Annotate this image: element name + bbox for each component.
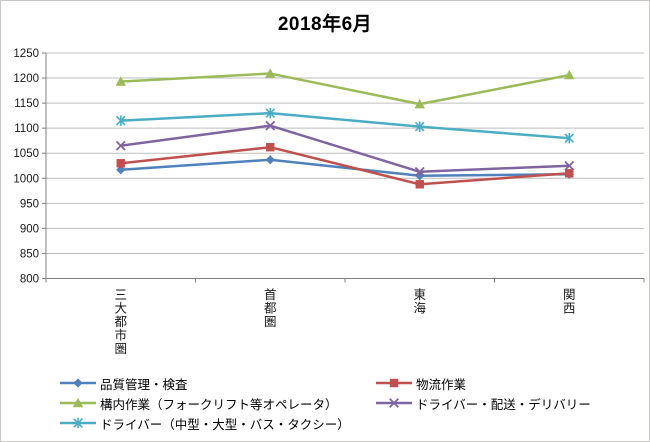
legend-marker — [73, 417, 83, 429]
legend-key-diamond-icon — [60, 378, 96, 388]
data-point-s4-c0 — [115, 115, 126, 126]
chart-legend: 品質管理・検査 物流作業 構内作業（フォークリフト等オペレータ） ドライバー・配… — [59, 373, 643, 433]
y-axis-label: 800 — [20, 274, 39, 286]
y-axis-label: 850 — [20, 248, 39, 260]
legend-key-asterisk-icon — [60, 417, 96, 429]
legend-key-triangle-icon — [60, 397, 96, 408]
legend-item-2[interactable]: 構内作業（フォークリフト等オペレータ） — [59, 394, 375, 413]
data-point-s4-c3 — [564, 132, 575, 144]
y-axis-label: 1150 — [14, 98, 39, 110]
series-line-2 — [120, 72, 570, 106]
data-point-s1-c1 — [266, 143, 275, 152]
series-line-1 — [120, 145, 570, 186]
data-point-s3-c3 — [564, 160, 575, 171]
data-point-s3-c0 — [115, 140, 126, 151]
legend-item-0[interactable]: 品質管理・検査 — [59, 374, 375, 393]
data-point-s3-c2 — [414, 166, 425, 177]
y-axis-label: 900 — [20, 223, 39, 235]
legend-key-square-icon — [376, 378, 412, 388]
series-line-4 — [120, 111, 570, 140]
y-axis-label: 1200 — [13, 73, 39, 85]
y-axis-label: 1250 — [13, 48, 39, 60]
legend-label: ドライバー（中型・大型・バス・タクシー） — [100, 417, 350, 432]
legend-item-1[interactable]: 物流作業 — [375, 374, 643, 393]
legend-marker — [72, 397, 84, 408]
data-point-s2-c1 — [265, 68, 276, 78]
data-point-s3-c1 — [265, 120, 276, 131]
data-point-s4-c1 — [265, 107, 276, 119]
data-point-s0-c1 — [265, 155, 275, 165]
legend-marker — [73, 378, 83, 388]
x-axis-category-label: 三大都市圏 — [114, 288, 127, 356]
legend-marker — [389, 398, 399, 408]
y-axis-label: 1050 — [13, 148, 39, 160]
y-axis-label: 1000 — [13, 173, 39, 185]
chart-title: 2018年6月 — [277, 14, 373, 35]
legend-item-4[interactable]: ドライバー（中型・大型・バス・タクシー） — [59, 414, 375, 433]
data-point-s0-c0 — [116, 165, 126, 175]
y-axis-label: 1100 — [14, 123, 39, 135]
data-point-s4-c2 — [414, 121, 425, 132]
data-point-s2-c3 — [564, 69, 575, 80]
series-line-3 — [120, 124, 570, 174]
legend-label: ドライバー・配送・デリバリー — [416, 397, 591, 412]
legend-item-3[interactable]: ドライバー・配送・デリバリー — [375, 394, 643, 413]
data-point-s1-c0 — [116, 159, 125, 168]
x-axis-category-label: 首都圏 — [264, 288, 277, 329]
legend-marker — [389, 378, 399, 388]
y-axis-label: 950 — [20, 198, 39, 210]
data-point-s1-c2 — [415, 180, 424, 189]
legend-label: 構内作業（フォークリフト等オペレータ） — [100, 397, 338, 412]
legend-key-x-icon — [376, 398, 412, 408]
legend-label: 物流作業 — [416, 377, 467, 392]
x-axis-category-label: 関西 — [563, 288, 576, 316]
data-point-s2-c2 — [414, 98, 425, 109]
data-point-s1-c3 — [565, 169, 574, 178]
x-axis-category-label: 東海 — [413, 288, 426, 316]
legend-label: 品質管理・検査 — [100, 377, 188, 392]
series-line-0 — [120, 158, 570, 178]
data-point-s2-c0 — [115, 76, 126, 86]
